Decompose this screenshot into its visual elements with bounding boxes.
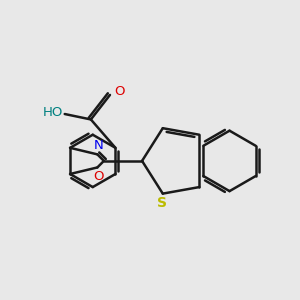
Text: O: O <box>94 170 104 183</box>
Text: S: S <box>157 196 167 210</box>
Text: N: N <box>94 139 104 152</box>
Text: HO: HO <box>43 106 63 119</box>
Text: O: O <box>114 85 124 98</box>
